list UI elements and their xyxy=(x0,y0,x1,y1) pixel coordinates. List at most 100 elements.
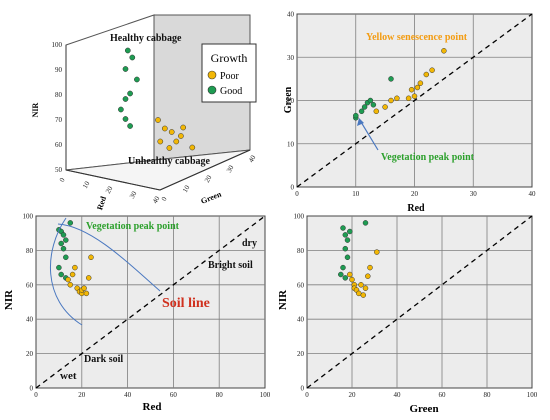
x-tick-label: 100 xyxy=(527,391,538,399)
y-tick-label: 80 xyxy=(297,247,305,255)
panel-3d-z-tick: 60 xyxy=(55,141,63,149)
y-tick-label: 60 xyxy=(297,281,305,289)
panel-3d-z-tick: 80 xyxy=(55,91,63,99)
y-tick-label: 0 xyxy=(291,184,295,192)
x-tick-label: 20 xyxy=(78,391,86,399)
vegetation-peak-label: Vegetation peak point xyxy=(381,152,475,163)
data-point-poor xyxy=(360,292,367,298)
data-point-poor xyxy=(414,84,421,91)
y-tick-label: 20 xyxy=(287,97,295,105)
data-point-poor xyxy=(441,48,447,54)
data-point-poor xyxy=(173,138,180,145)
data-point-good xyxy=(56,264,62,271)
data-point-good xyxy=(362,220,369,226)
data-point-poor xyxy=(81,285,87,291)
panel-3d-z-tick: 50 xyxy=(55,166,63,174)
data-point-good xyxy=(124,47,131,54)
x-tick-label: 40 xyxy=(124,391,132,399)
panel-green-nir-y-label: NIR xyxy=(277,289,289,310)
panel-3d-y-tick: 10 xyxy=(181,184,192,194)
data-point-poor xyxy=(83,290,90,297)
data-point-poor xyxy=(72,264,78,271)
panel-green-nir-x-label: Green xyxy=(409,403,438,415)
data-point-poor xyxy=(166,145,173,151)
panel-3d-y-label: Green xyxy=(200,189,224,205)
panel-green-nir-text: NIR Green xyxy=(277,289,439,415)
y-tick-label: 30 xyxy=(287,54,295,62)
vegetation-envelope-inner xyxy=(50,217,83,326)
legend-title: Growth xyxy=(211,51,248,65)
reference-line xyxy=(306,215,533,389)
data-point-poor xyxy=(168,129,175,135)
panel-3d-x-tick: 40 xyxy=(151,195,162,205)
data-point-poor xyxy=(347,271,353,278)
panel-3d: 100 90 80 70 60 50 NIR 0 10 20 30 40 Red… xyxy=(31,14,258,211)
vegetation-peak-label-2: Vegetation peak point xyxy=(86,221,180,232)
data-point-good xyxy=(353,112,359,119)
data-point-good xyxy=(358,108,365,115)
data-point-good xyxy=(60,245,67,252)
data-point-good xyxy=(338,271,344,278)
data-point-good xyxy=(67,220,74,226)
x-tick-label: 20 xyxy=(411,190,419,198)
unhealthy-cabbage-label: Unhealthy cabbage xyxy=(128,156,211,167)
legend-entry-poor: Poor xyxy=(220,71,240,82)
data-point-poor xyxy=(67,282,74,288)
data-point-poor xyxy=(155,117,161,123)
data-point-good xyxy=(370,102,377,108)
panel-3d-x-label: Red xyxy=(95,195,108,211)
y-tick-label: 40 xyxy=(26,316,34,324)
data-point-poor xyxy=(349,276,355,283)
legend-marker-poor xyxy=(207,70,217,80)
data-point-good xyxy=(361,104,368,110)
panel-red-green-text: Yellow senescence point Vegetation peak … xyxy=(283,32,475,214)
panel-3d-z-tick: 70 xyxy=(55,116,63,124)
y-tick-label: 0 xyxy=(301,385,305,393)
panel-3d-z-tick: 100 xyxy=(52,41,63,49)
legend-entry-good: Good xyxy=(220,86,242,97)
y-tick-label: 60 xyxy=(26,281,34,289)
panel-3d-y-tick: 0 xyxy=(160,195,169,202)
data-point-poor xyxy=(423,71,430,78)
x-tick-label: 40 xyxy=(529,190,537,198)
x-tick-label: 20 xyxy=(349,391,357,399)
x-tick-label: 0 xyxy=(295,190,299,198)
panel-3d-y-axis xyxy=(159,149,251,191)
panel-3d-z-label: NIR xyxy=(31,102,40,117)
y-tick-label: 100 xyxy=(294,213,305,221)
data-point-good xyxy=(342,245,349,252)
data-point-poor xyxy=(394,95,400,102)
data-point-poor xyxy=(178,133,184,139)
x-tick-label: 80 xyxy=(484,391,492,399)
data-point-poor xyxy=(417,80,424,86)
panel-red-green-y-label: Green xyxy=(283,86,294,113)
panel-3d-y-tick: 30 xyxy=(225,164,236,174)
y-tick-label: 0 xyxy=(30,385,34,393)
data-point-good xyxy=(127,123,133,129)
data-point-good xyxy=(129,54,136,61)
data-point-poor xyxy=(365,273,371,279)
data-point-poor xyxy=(362,285,369,291)
bright-soil-label: Bright soil xyxy=(208,260,253,271)
x-tick-label: 40 xyxy=(394,391,402,399)
vegetation-peak-arrowhead xyxy=(357,118,364,126)
x-tick-label: 10 xyxy=(352,190,360,198)
data-point-good xyxy=(122,116,129,122)
yellow-senescence-label: Yellow senescence point xyxy=(366,32,468,43)
data-point-poor xyxy=(382,104,388,110)
data-point-poor xyxy=(161,125,168,132)
data-point-poor xyxy=(65,276,71,283)
data-point-poor xyxy=(429,67,435,73)
data-point-poor xyxy=(88,254,94,261)
data-point-good xyxy=(367,97,374,104)
y-tick-label: 40 xyxy=(287,11,295,19)
data-point-good xyxy=(127,90,133,97)
data-point-poor xyxy=(69,271,76,278)
legend-marker-good xyxy=(207,85,217,95)
x-tick-label: 30 xyxy=(470,190,478,198)
vegetation-peak-arrow xyxy=(360,121,379,151)
y-tick-label: 100 xyxy=(23,213,34,221)
data-point-good xyxy=(344,254,351,261)
data-point-poor xyxy=(374,249,380,255)
